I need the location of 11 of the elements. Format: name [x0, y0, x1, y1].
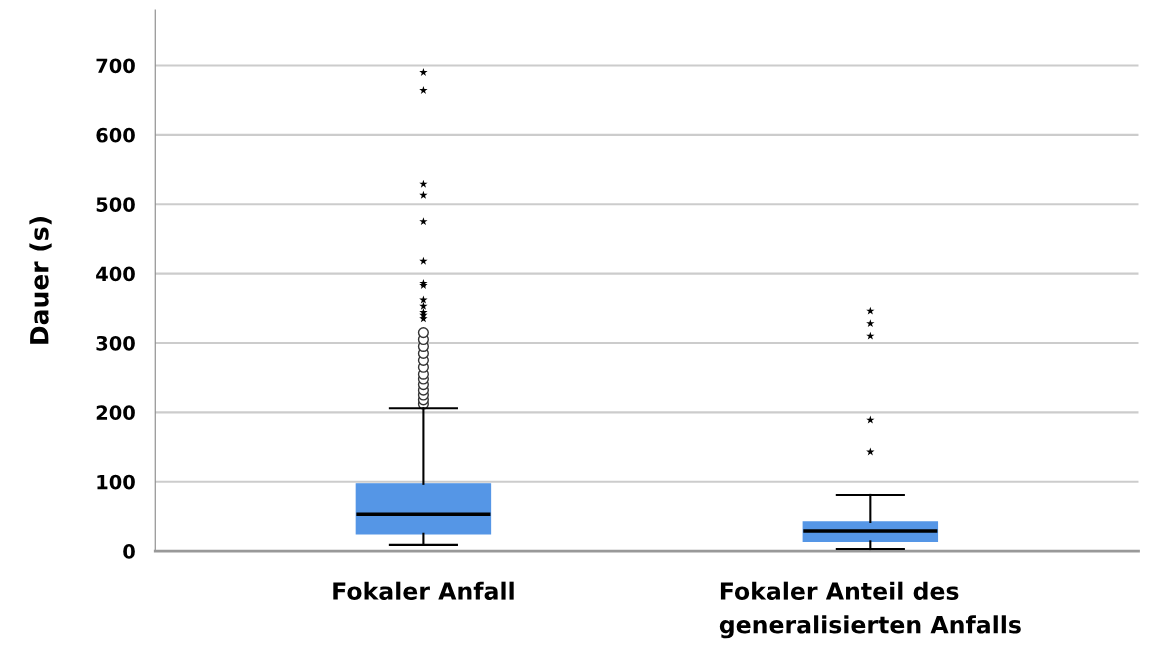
x-tick-label: Fokaler Anteil des generalisierten Anfalls: [719, 581, 1021, 639]
y-tick-label: 400: [96, 266, 135, 282]
y-tick-label: 200: [96, 405, 135, 421]
y-tick-label: 100: [97, 474, 135, 490]
y-tick-label: 700: [96, 58, 135, 74]
y-tick-label: 300: [96, 335, 135, 351]
y-tick-label: 500: [96, 197, 135, 212]
y-axis-title: Dauer (s): [29, 217, 52, 344]
y-tick-label: 0: [123, 544, 135, 559]
x-tick-label: Fokaler Anfall: [333, 581, 514, 600]
y-tick-label: 600: [96, 127, 135, 143]
